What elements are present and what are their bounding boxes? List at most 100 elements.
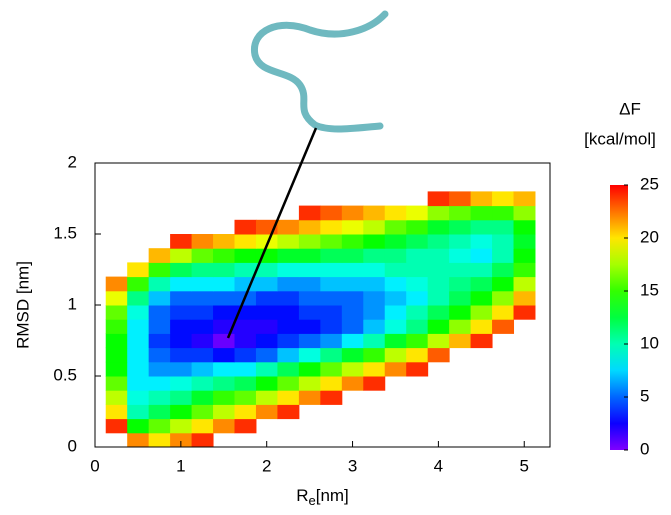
heat-cell bbox=[170, 418, 193, 434]
heat-cell bbox=[449, 205, 472, 221]
heat-cell bbox=[170, 319, 193, 334]
heat-cell bbox=[298, 347, 321, 363]
heat-cell bbox=[170, 432, 193, 448]
heat-cell bbox=[255, 347, 278, 363]
x-axis-label: Re[nm] bbox=[296, 486, 349, 508]
y-tick-label: 1 bbox=[68, 294, 77, 313]
colorbar-tick-label: 10 bbox=[640, 333, 659, 352]
heat-cell bbox=[277, 376, 300, 391]
heat-cell bbox=[298, 376, 321, 391]
heat-cell bbox=[449, 191, 472, 207]
heat-cell bbox=[213, 390, 236, 405]
heat-cell bbox=[148, 248, 171, 263]
heatmap bbox=[105, 191, 536, 448]
y-tick-label: 2 bbox=[68, 152, 77, 171]
heat-cell bbox=[320, 262, 343, 278]
heat-cell bbox=[384, 290, 407, 306]
heat-cell bbox=[492, 248, 515, 263]
heat-cell bbox=[470, 205, 493, 221]
heat-cell bbox=[148, 361, 171, 377]
heat-cell bbox=[449, 319, 472, 334]
heat-cell bbox=[320, 205, 343, 221]
heat-cell bbox=[298, 361, 321, 377]
x-label-sub: e bbox=[308, 493, 315, 508]
heat-cell bbox=[427, 319, 450, 334]
heat-cell bbox=[384, 219, 407, 235]
heat-cell bbox=[127, 319, 150, 334]
heat-cell bbox=[320, 376, 343, 391]
heat-cell bbox=[148, 432, 171, 448]
heat-cell bbox=[320, 276, 343, 292]
heat-cell bbox=[234, 361, 257, 377]
heat-cell bbox=[213, 376, 236, 391]
heat-cell bbox=[255, 333, 278, 349]
heat-cell bbox=[191, 432, 214, 448]
heat-cell bbox=[255, 276, 278, 292]
heat-cell bbox=[363, 276, 386, 292]
heat-cell bbox=[277, 276, 300, 292]
heat-cell bbox=[470, 276, 493, 292]
heat-cell bbox=[363, 361, 386, 377]
heat-cell bbox=[384, 333, 407, 349]
heat-cell bbox=[320, 361, 343, 377]
heat-cell bbox=[449, 262, 472, 278]
heat-cell bbox=[470, 191, 493, 207]
heat-cell bbox=[363, 262, 386, 278]
heat-cell bbox=[363, 347, 386, 363]
heat-cell bbox=[213, 404, 236, 420]
heat-cell bbox=[277, 361, 300, 377]
heat-cell bbox=[513, 305, 536, 320]
heat-cell bbox=[127, 376, 150, 391]
heat-cell bbox=[427, 191, 450, 207]
heat-cell bbox=[341, 361, 364, 377]
heat-cell bbox=[191, 390, 214, 405]
protein-structure bbox=[251, 10, 389, 133]
heat-cell bbox=[255, 262, 278, 278]
heat-cell bbox=[341, 219, 364, 235]
heat-cell bbox=[298, 219, 321, 235]
heat-cell bbox=[492, 319, 515, 334]
heat-cell bbox=[406, 361, 429, 377]
heat-cell bbox=[105, 418, 128, 434]
heat-cell bbox=[384, 319, 407, 334]
heat-cell bbox=[127, 347, 150, 363]
heat-cell bbox=[213, 262, 236, 278]
heat-cell bbox=[470, 333, 493, 349]
colorbar-tick-label: 20 bbox=[640, 227, 659, 246]
heat-cell bbox=[170, 262, 193, 278]
heat-cell bbox=[298, 290, 321, 306]
heat-cell bbox=[427, 333, 450, 349]
heat-cell bbox=[234, 404, 257, 420]
heat-cell bbox=[170, 404, 193, 420]
heat-cell bbox=[148, 333, 171, 349]
x-tick-label: 5 bbox=[520, 456, 529, 475]
heat-cell bbox=[320, 305, 343, 320]
colorbar-tick-label: 15 bbox=[640, 280, 659, 299]
heat-cell bbox=[363, 290, 386, 306]
heat-cell bbox=[320, 234, 343, 249]
heat-cell bbox=[384, 234, 407, 249]
heat-cell bbox=[277, 347, 300, 363]
heat-cell bbox=[148, 319, 171, 334]
heat-cell bbox=[127, 305, 150, 320]
x-tick-label: 4 bbox=[434, 456, 443, 475]
heat-cell bbox=[255, 404, 278, 420]
heat-cell bbox=[341, 347, 364, 363]
heat-cell bbox=[341, 376, 364, 391]
heat-cell bbox=[255, 361, 278, 377]
heat-cell bbox=[449, 234, 472, 249]
heat-cell bbox=[298, 319, 321, 334]
heat-cell bbox=[277, 290, 300, 306]
x-label-unit: [nm] bbox=[316, 486, 349, 505]
heat-cell bbox=[191, 333, 214, 349]
heat-cell bbox=[234, 248, 257, 263]
heat-cell bbox=[363, 333, 386, 349]
heat-cell bbox=[406, 347, 429, 363]
heat-cell bbox=[213, 333, 236, 349]
heat-cell bbox=[277, 305, 300, 320]
heat-cell bbox=[127, 432, 150, 448]
heat-cell bbox=[170, 248, 193, 263]
heat-cell bbox=[191, 376, 214, 391]
heat-cell bbox=[127, 290, 150, 306]
